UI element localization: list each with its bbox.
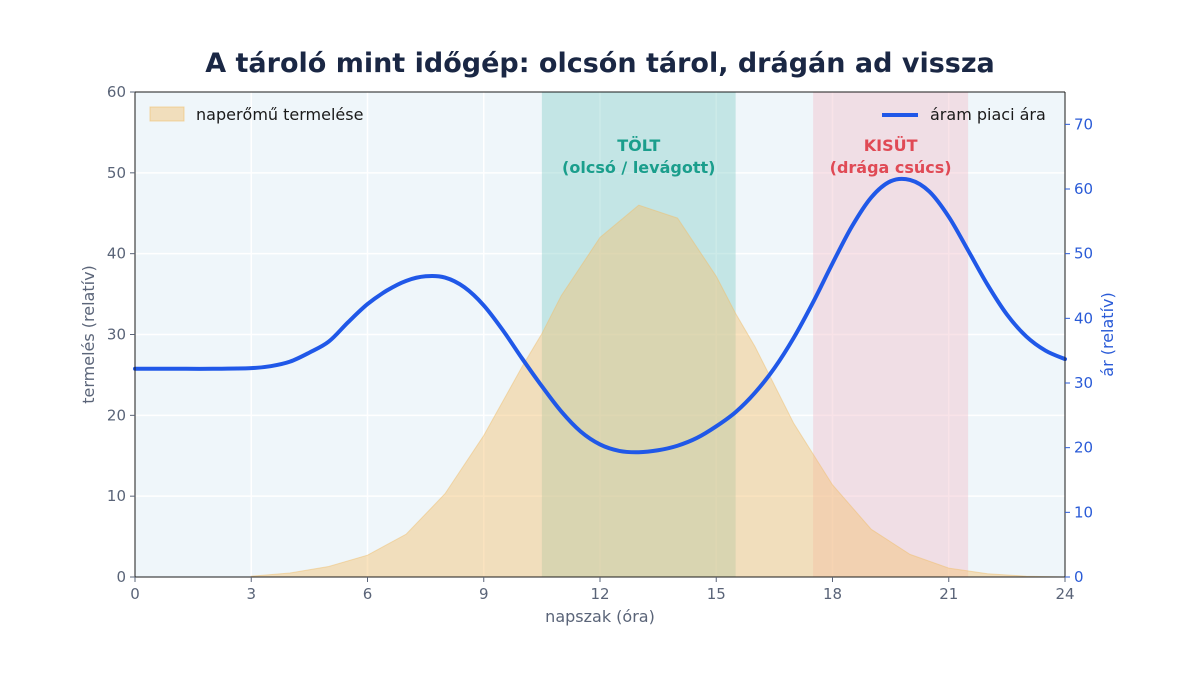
x-tick-label: 0 <box>130 585 140 603</box>
y-axis-left-label: termelés (relatív) <box>79 265 98 404</box>
y-right-tick-label: 10 <box>1074 503 1093 521</box>
legend-price: áram piaci ára <box>882 105 1046 124</box>
band-label-title: TÖLT <box>617 136 660 155</box>
production-area-layer <box>250 204 1066 578</box>
price-line-layer <box>133 176 1067 455</box>
y-left-tick-label: 10 <box>107 487 126 505</box>
x-tick-label: 21 <box>939 585 958 603</box>
y-left-tick-label: 60 <box>107 83 126 101</box>
y-right-tick-label: 60 <box>1074 180 1093 198</box>
price-line <box>133 176 1067 455</box>
legend-production-swatch <box>149 106 185 122</box>
band-label-subtitle: (olcsó / levágott) <box>562 158 715 177</box>
x-tick-label: 24 <box>1055 585 1074 603</box>
y-left-tick-label: 20 <box>107 406 126 424</box>
x-tick-label: 6 <box>363 585 373 603</box>
x-tick-label: 15 <box>707 585 726 603</box>
y-right-tick-label: 0 <box>1074 568 1084 586</box>
y-right-tick-label: 70 <box>1074 115 1093 133</box>
legend-production-label: naperőmű termelése <box>196 105 363 124</box>
y-left-tick-label: 50 <box>107 164 126 182</box>
legend-price-label: áram piaci ára <box>930 105 1046 124</box>
y-right-tick-label: 30 <box>1074 374 1093 392</box>
band-label-title: KISÜT <box>864 136 918 155</box>
y-right-tick-label: 50 <box>1074 245 1093 263</box>
highlight-band <box>813 92 969 577</box>
x-tick-label: 18 <box>823 585 842 603</box>
highlight-bands: TÖLT (olcsó / levágott) KISÜT (drága csúcs) <box>541 92 969 577</box>
gridlines <box>135 92 1065 577</box>
x-tick-label: 12 <box>590 585 609 603</box>
x-axis-label: napszak (óra) <box>545 607 655 626</box>
tick-labels: 0 3 6 9 12 15 18 21 2401020304050600102030405060… <box>107 83 1093 603</box>
x-tick-label: 9 <box>479 585 489 603</box>
band-label-subtitle: (drága csúcs) <box>830 158 952 177</box>
y-left-tick-label: 30 <box>107 326 126 344</box>
y-right-tick-label: 40 <box>1074 309 1093 327</box>
production-area <box>250 204 1066 578</box>
chart-title: A tároló mint időgép: olcsón tárol, drág… <box>205 48 995 79</box>
highlight-band <box>541 92 736 577</box>
y-left-tick-label: 40 <box>107 245 126 263</box>
legend-production: naperőmű termelése <box>149 105 363 124</box>
y-left-tick-label: 0 <box>116 568 126 586</box>
y-right-tick-label: 20 <box>1074 439 1093 457</box>
x-tick-label: 3 <box>246 585 256 603</box>
y-axis-right-label: ár (relatív) <box>1098 292 1117 376</box>
